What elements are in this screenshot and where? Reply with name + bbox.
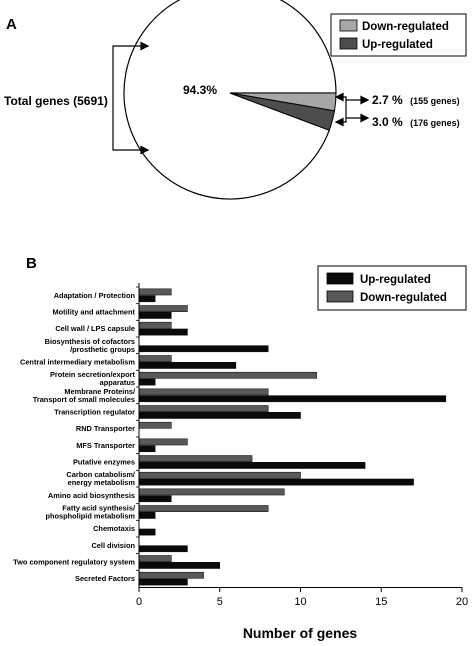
bar-up-regulated [138,462,366,469]
bar-down-regulated [138,288,172,296]
bar-up-regulated [138,378,156,386]
category-label: Adaptation / Protection [54,291,136,300]
category-label: Carbon catabolism/energy metabolism [66,470,135,487]
total-genes-label: Total genes (5691) [4,94,108,108]
category-label: Secreted Factors [75,574,135,583]
bar-down-regulated [138,321,172,329]
bar-up-regulated [138,512,156,519]
bar-down-regulated [138,421,172,429]
bar-down-regulated [138,388,269,396]
bar-up-regulated [138,412,301,419]
pie-legend: Down-regulated Up-regulated [330,13,467,57]
pie-slice-up [229,92,336,131]
bar-up-regulated [138,495,172,503]
bar-down-regulated [138,371,317,379]
pie-legend-swatch-down [339,19,358,32]
category-label: Putative enzymes [73,458,135,467]
bar-legend-swatch-up [326,272,354,285]
slice-up-count: (176 genes) [410,118,460,128]
bar-down-regulated [138,488,285,496]
bar-down-regulated [138,471,301,479]
x-axis-title: Number of genes [243,625,358,641]
x-tick-label: 15 [375,596,387,608]
bar-down-regulated [138,438,188,446]
category-label: Two component regulatory system [13,558,135,567]
bar-legend: Up-regulated Down-regulated [317,265,467,311]
bar-up-regulated [138,445,156,453]
slice-up-percent: 3.0 % [372,115,403,129]
bar-up-regulated [138,362,237,369]
bar-chart: Adaptation / Protection Motility and atta… [13,283,468,608]
category-label: Membrane Proteins/Transport of small mol… [33,387,135,404]
pie-legend-label-up: Up-regulated [362,39,433,51]
pie-chart [123,0,337,200]
pie-label-main: 94.3% [183,83,217,97]
bar-down-regulated [138,305,188,312]
bar-up-regulated [138,312,172,319]
pie-slice-rest [123,0,337,200]
bar-up-regulated [138,578,188,586]
bar-down-regulated [138,355,172,362]
bar-up-regulated [138,395,447,403]
category-label: Central intermediary metabolism [20,358,135,367]
total-bracket [112,41,150,155]
bar-down-regulated [138,555,172,562]
category-label: Motility and attachment [52,308,135,317]
bar-down-regulated [138,405,269,412]
pie-legend-swatch-up [339,37,358,50]
category-label: Protein secretion/export apparatus [50,370,136,387]
slice-down-count: (155 genes) [410,96,460,106]
category-label: Amino acid biosynthesis [48,491,135,500]
bar-legend-label-down: Down-regulated [360,292,447,304]
category-label: Transcription regulator [54,408,135,417]
bar-legend-swatch-down [326,290,354,303]
x-tick-label: 5 [217,596,223,608]
x-tick-label: 0 [136,596,142,608]
panel-b-label: B [26,255,37,272]
bar-up-regulated [138,478,414,486]
category-label: Cell division [91,541,135,550]
bar-down-regulated [138,571,204,579]
slice-down-percent: 2.7 % [372,93,403,107]
category-label: Chemotaxis [93,524,135,533]
pie-legend-label-down: Down-regulated [362,21,449,33]
slice-arrows [334,92,370,127]
category-label: Cell wall / LPS capsule [55,324,135,333]
slice-up-annotation: 3.0 % (176 genes) [372,113,460,130]
category-label: RND Transporter [76,424,135,433]
panel-a-label: A [6,16,17,33]
bar-up-regulated [138,295,156,303]
x-tick-label: 10 [294,596,306,608]
bar-up-regulated [138,545,188,553]
slice-down-annotation: 2.7 % (155 genes) [372,91,460,108]
bar-down-regulated [138,505,269,512]
category-label: Biosynthesis of cofactors/prosthetic gro… [45,337,135,354]
bar-up-regulated [138,528,156,536]
x-tick-label: 20 [456,596,468,608]
category-label: MFS Transporter [76,441,135,450]
bar-up-regulated [138,345,269,353]
category-label: Fatty acid synthesis/phospholipid metabo… [45,504,135,521]
bar-up-regulated [138,562,220,569]
bar-down-regulated [138,455,253,462]
bar-up-regulated [138,328,188,336]
bar-legend-label-up: Up-regulated [360,274,431,286]
